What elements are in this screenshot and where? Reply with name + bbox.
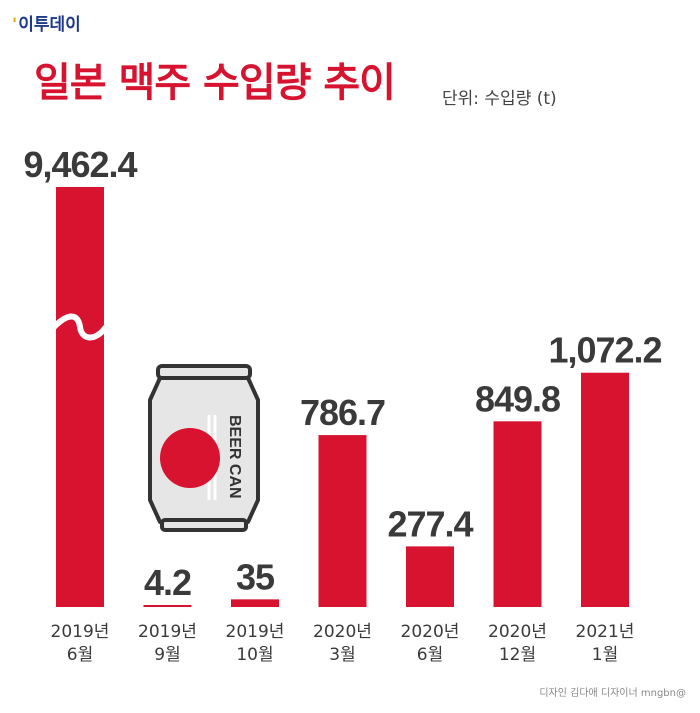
value-label: 9,462.4: [23, 144, 137, 185]
bar: [581, 372, 629, 607]
value-label: 1,072.2: [548, 330, 661, 371]
bar: [56, 187, 104, 607]
value-label: 786.7: [300, 392, 385, 433]
designer-credit: 디자인 김다애 디자이너 mngbn@: [539, 688, 686, 699]
category-label: 2020년: [313, 622, 372, 642]
chart-title: 일본 맥주 수입량 추이: [34, 60, 396, 106]
logo-text: 이투데이: [18, 15, 81, 35]
beer-can-icon: BEER CAN: [148, 364, 260, 532]
value-label: 4.2: [144, 562, 191, 603]
category-label: 1월: [592, 645, 618, 665]
bar: [143, 605, 192, 607]
category-label: 6월: [417, 645, 443, 665]
bar: [493, 421, 542, 607]
category-label: 6월: [67, 645, 93, 665]
category-label: 2020년: [401, 622, 460, 642]
category-label: 2019년: [51, 622, 110, 642]
category-label: 2019년: [138, 622, 197, 642]
unit-label: 단위: 수입량 (t): [442, 89, 557, 109]
category-label: 2019년: [226, 622, 285, 642]
can-label: BEER CAN: [226, 415, 243, 499]
category-label: 2020년: [488, 622, 547, 642]
bar: [318, 435, 367, 607]
value-label: 849.8: [475, 378, 560, 419]
logo-mark-icon: ': [12, 15, 18, 35]
brand-logo: '이투데이: [12, 10, 81, 35]
category-label: 10월: [236, 645, 273, 665]
bar: [406, 546, 454, 607]
bar: [231, 599, 279, 607]
category-label: 2021년: [576, 622, 635, 642]
category-label: 3월: [329, 645, 355, 665]
category-label: 12월: [499, 645, 536, 665]
value-label: 35: [236, 556, 275, 597]
axis-break: [51, 313, 109, 341]
value-label: 277.4: [387, 503, 473, 544]
category-label: 9월: [154, 645, 180, 665]
